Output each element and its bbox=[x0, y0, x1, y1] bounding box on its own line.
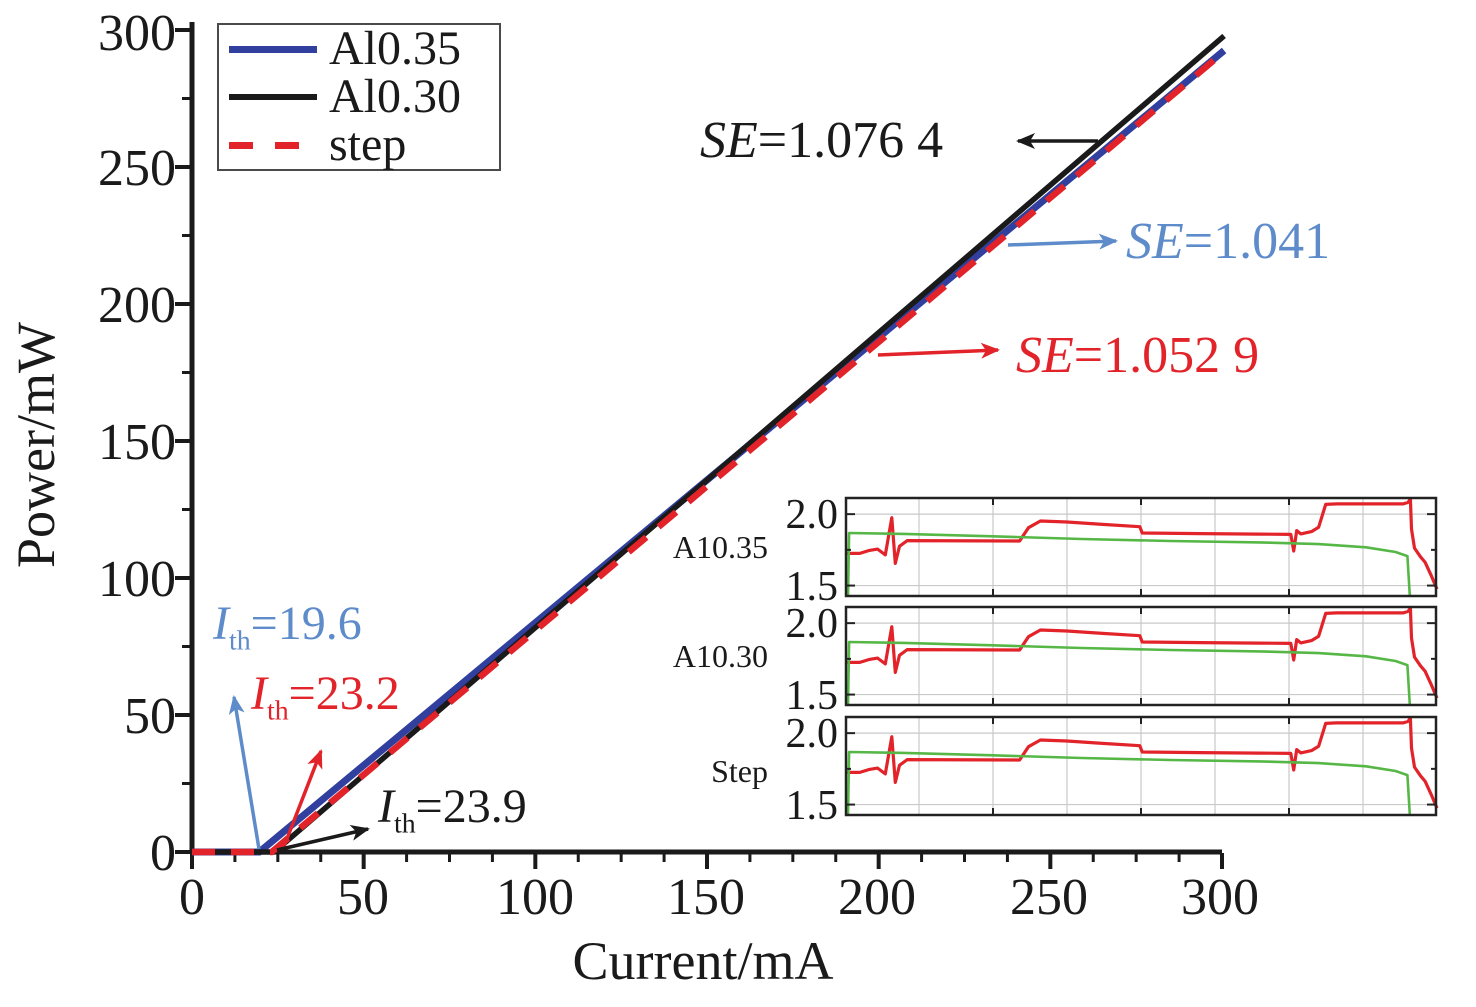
inset3-tick-15: 1.5 bbox=[785, 783, 839, 829]
x-tick-100: 100 bbox=[496, 869, 574, 926]
inset1-tick-20: 2.0 bbox=[785, 492, 839, 538]
legend-item-al030: Al0.30 bbox=[219, 73, 499, 121]
legend-label-al030: Al0.30 bbox=[329, 70, 461, 123]
ith-symbol: I bbox=[378, 780, 394, 833]
x-axis-title: Current/mA bbox=[572, 931, 834, 991]
legend-line-al035 bbox=[229, 45, 317, 53]
inset-plot-a1035 bbox=[844, 496, 1439, 598]
inset2-tick-15: 1.5 bbox=[785, 673, 839, 719]
y-tick-150: 150 bbox=[98, 414, 176, 471]
inset-label-step: Step bbox=[711, 753, 768, 789]
ith-subscript: th bbox=[393, 808, 416, 840]
ith-symbol: I bbox=[213, 597, 229, 650]
y-tick-100: 100 bbox=[98, 551, 176, 608]
inset-plot-a1030 bbox=[844, 605, 1439, 707]
arrow-ith-al030 bbox=[276, 825, 370, 852]
y-tick-300: 300 bbox=[98, 5, 176, 62]
ith-label-step: Ith=23.2 bbox=[251, 667, 400, 725]
se-symbol: SE bbox=[1126, 213, 1184, 270]
arrow-ith-al035 bbox=[228, 695, 261, 850]
x-tick-200: 200 bbox=[838, 869, 916, 926]
se-value: =1.041 bbox=[1183, 213, 1331, 270]
annotation-arrows bbox=[228, 133, 1118, 852]
main-axes-ticks bbox=[175, 28, 1224, 869]
inset3-tick-20: 2.0 bbox=[785, 711, 839, 757]
ith-label-al030: Ith=23.9 bbox=[378, 780, 527, 838]
inset-label-a1035: A10.35 bbox=[672, 529, 768, 565]
se-symbol: SE bbox=[700, 112, 758, 169]
li-curves bbox=[192, 33, 1227, 856]
ith-label-al035: Ith=19.6 bbox=[213, 597, 362, 655]
se-label-al035: SE=1.041 bbox=[1126, 213, 1330, 270]
ith-symbol: I bbox=[251, 667, 267, 720]
arrow-ith-step bbox=[281, 749, 323, 850]
y-tick-50: 50 bbox=[124, 688, 176, 745]
ith-value: =19.6 bbox=[250, 597, 362, 650]
x-tick-150: 150 bbox=[667, 869, 745, 926]
legend-line-al030 bbox=[229, 94, 317, 100]
se-label-step: SE=1.052 9 bbox=[1016, 327, 1259, 384]
inset2-tick-20: 2.0 bbox=[785, 601, 839, 647]
x-tick-0: 0 bbox=[179, 869, 205, 926]
arrow-se-al035 bbox=[1007, 233, 1118, 250]
ith-value: =23.9 bbox=[415, 780, 527, 833]
se-symbol: SE bbox=[1016, 327, 1074, 384]
y-axis-title: Power/mW bbox=[6, 322, 66, 568]
x-tick-250: 250 bbox=[1010, 869, 1088, 926]
legend-label-step: step bbox=[329, 118, 407, 171]
legend-item-step: step bbox=[219, 121, 499, 169]
se-value: =1.076 4 bbox=[757, 112, 944, 169]
y-tick-0: 0 bbox=[150, 825, 176, 882]
ith-subscript: th bbox=[266, 695, 289, 727]
x-tick-300: 300 bbox=[1181, 869, 1259, 926]
line-step bbox=[192, 49, 1227, 856]
main-axes-spines bbox=[189, 22, 1222, 855]
legend-item-al035: Al0.35 bbox=[219, 25, 499, 73]
x-tick-50: 50 bbox=[337, 869, 389, 926]
legend-label-al035: Al0.35 bbox=[329, 22, 461, 75]
se-label-al030: SE=1.076 4 bbox=[700, 112, 943, 169]
y-tick-200: 200 bbox=[98, 277, 176, 334]
arrow-se-step bbox=[877, 342, 1000, 359]
inset-label-a1030: A10.30 bbox=[672, 638, 768, 674]
se-value: =1.052 9 bbox=[1073, 327, 1260, 384]
y-tick-250: 250 bbox=[98, 140, 176, 197]
inset1-tick-15: 1.5 bbox=[785, 564, 839, 610]
legend-line-step bbox=[229, 141, 317, 149]
inset-plot-step bbox=[844, 715, 1439, 817]
legend: Al0.35 Al0.30 step bbox=[217, 23, 501, 171]
ith-subscript: th bbox=[228, 625, 251, 657]
ith-value: =23.2 bbox=[288, 667, 400, 720]
